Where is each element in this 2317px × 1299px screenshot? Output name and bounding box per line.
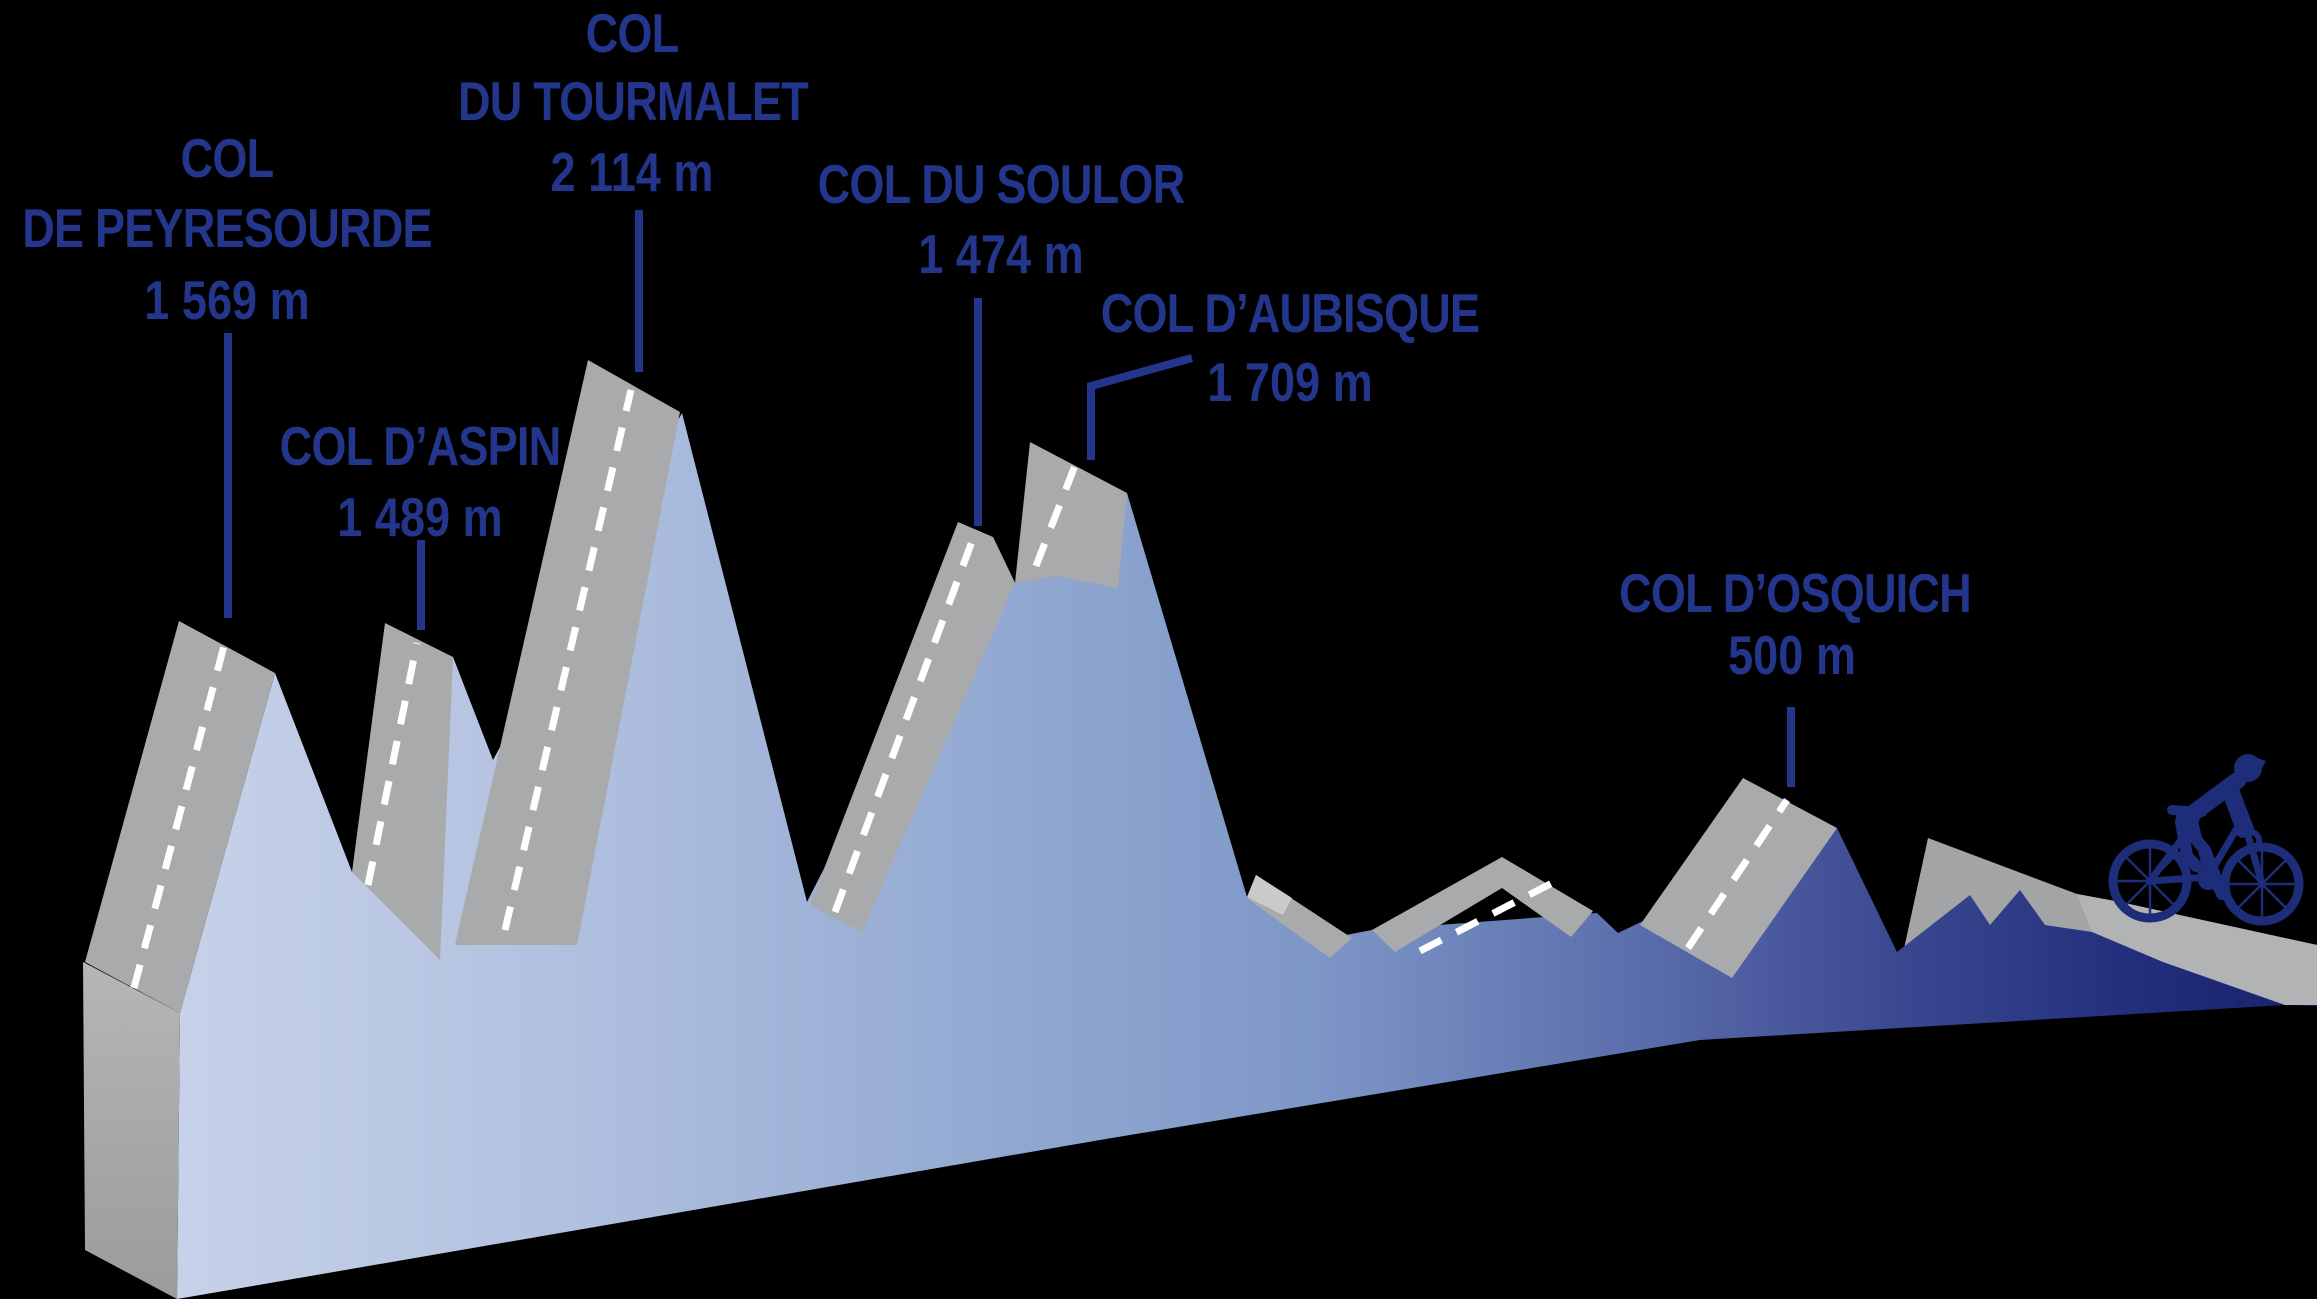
road-band-aspin xyxy=(352,623,453,960)
col-label-soulor: COL DU SOULOR 1 474 m xyxy=(818,153,1186,285)
peyresourde-elevation: 1 569 m xyxy=(144,269,309,331)
osquich-elevation: 500 m xyxy=(1728,624,1856,686)
road-band-tourmalet xyxy=(455,360,680,945)
col-label-osquich: COL D’OSQUICH 500 m xyxy=(1619,562,1972,686)
mountain-silhouette xyxy=(177,413,2317,1299)
col-label-aubisque: COL D’AUBISQUE 1 709 m xyxy=(1101,282,1480,413)
callout-aubisque xyxy=(1087,354,1194,460)
dashes-tourmalet xyxy=(501,389,635,931)
dashes-peyresourde xyxy=(130,641,229,989)
aubisque-line1: COL D’AUBISQUE xyxy=(1101,282,1479,344)
peyresourde-line2: DE PEYRESOURDE xyxy=(22,197,431,259)
soulor-elevation: 1 474 m xyxy=(918,223,1083,285)
road-band-mid-hill xyxy=(1372,857,1593,952)
aubisque-elevation: 1 709 m xyxy=(1207,351,1372,413)
osquich-line1: COL D’OSQUICH xyxy=(1619,562,1971,624)
dashes-mid-hill xyxy=(1418,877,1558,955)
left-side-face xyxy=(83,962,180,1299)
col-label-peyresourde: COL DE PEYRESOURDE 1 569 m xyxy=(22,127,432,331)
cyclist-front-wheel xyxy=(2220,842,2304,926)
aspin-elevation: 1 489 m xyxy=(337,486,502,548)
road-band-foothill-highlight xyxy=(1247,875,1292,915)
dashes-aspin xyxy=(364,642,421,886)
cyclist-arm-far xyxy=(2228,782,2254,834)
tourmalet-elevation: 2 114 m xyxy=(551,141,714,203)
cyclist-arm-near xyxy=(2222,787,2247,838)
tourmalet-line1: COL xyxy=(586,2,679,64)
aspin-line1: COL D’ASPIN xyxy=(280,415,561,477)
callout-lines xyxy=(224,210,1795,787)
cyclist-leg-back xyxy=(2175,816,2202,872)
peyresourde-line1: COL xyxy=(181,127,274,189)
dashes-osquich xyxy=(1685,798,1790,950)
col-label-aspin: COL D’ASPIN 1 489 m xyxy=(280,415,562,548)
road-surface-finish xyxy=(2077,894,2317,1005)
dashes-soulor xyxy=(831,534,978,914)
road-dashed-lines xyxy=(130,389,1790,989)
cyclist-icon xyxy=(2108,754,2304,926)
col-label-tourmalet: COL DU TOURMALET 2 114 m xyxy=(458,2,810,203)
road-band-soulor xyxy=(810,522,1015,932)
soulor-line1: COL DU SOULOR xyxy=(818,153,1185,215)
cyclist-helmet xyxy=(2246,754,2266,770)
dashes-aubisque xyxy=(1032,461,1080,568)
cyclist-leg-front xyxy=(2175,816,2228,900)
tourmalet-line2: DU TOURMALET xyxy=(458,70,809,132)
